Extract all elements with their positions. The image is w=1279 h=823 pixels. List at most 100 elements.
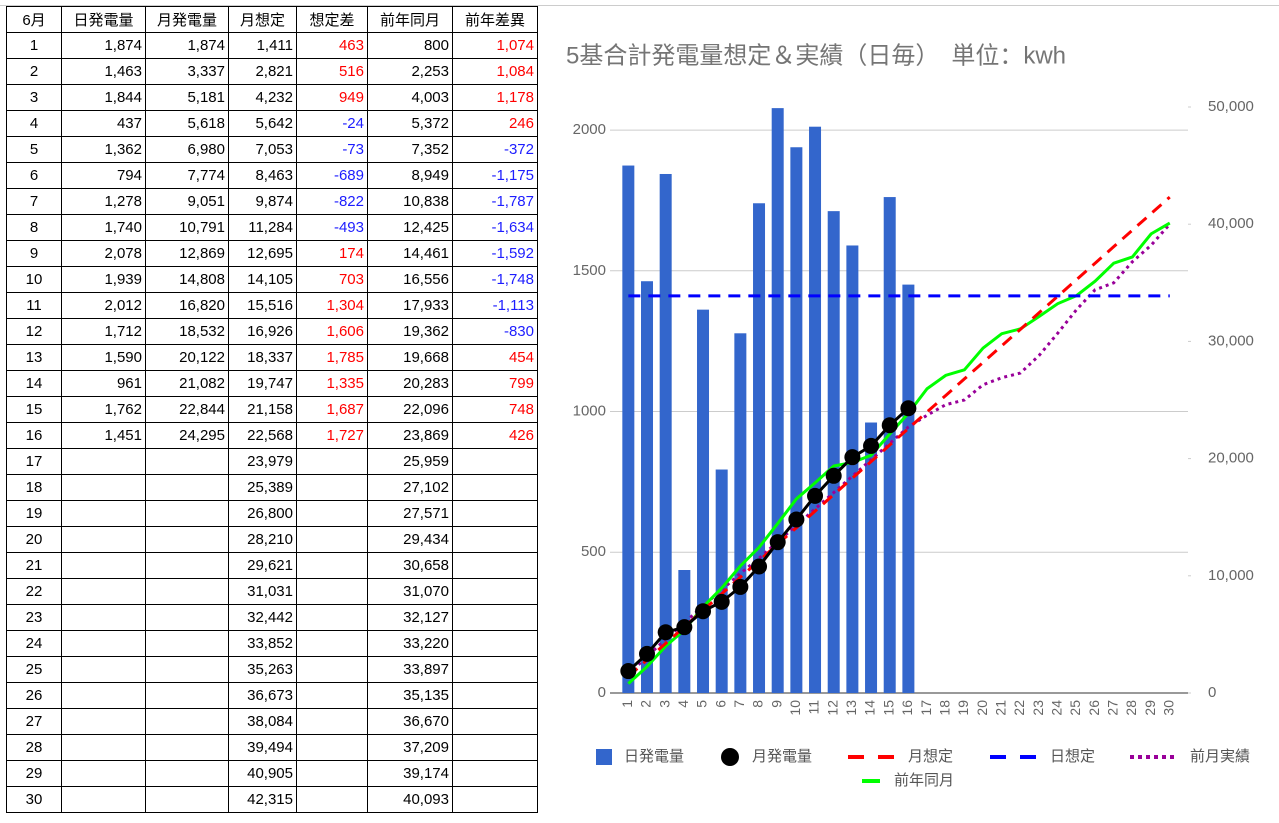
cell: 12,869 [145, 240, 229, 267]
row: 19 26,800 27,571 [6, 500, 538, 527]
cell: 22 [6, 578, 62, 605]
frame [0, 0, 1279, 6]
x-tick-label: 26 [1086, 700, 1102, 716]
point [657, 624, 674, 641]
cell: 21,082 [145, 370, 229, 397]
cell: -1,592 [452, 240, 538, 267]
cell: 22,096 [367, 396, 453, 423]
point [825, 467, 842, 484]
bar [659, 173, 672, 693]
data-table: 6月 日発電量 月発電量 月想定 想定差 前年同月 前年差異 1 1,874 1,874 1,411… [6, 6, 538, 813]
cell: 20 [6, 526, 62, 553]
x-tick-label: 23 [1030, 700, 1046, 716]
cell: 27,102 [367, 474, 453, 501]
x-tick-label: 20 [974, 700, 990, 716]
x-tick-label: 16 [899, 700, 915, 716]
cell: -1,748 [452, 266, 538, 293]
cell: 28 [6, 734, 62, 761]
cell: 1,590 [61, 344, 146, 371]
bar [846, 245, 859, 693]
x-tick-label: 10 [787, 700, 803, 716]
bar [902, 284, 915, 693]
cell: 3 [6, 84, 62, 111]
cell: 18,532 [145, 318, 229, 345]
y2-tick-label: 0 [1208, 684, 1216, 701]
cell [452, 500, 538, 527]
row: 11 2,012 16,820 15,516 1,304 17,933 -1,113 [6, 292, 538, 319]
row: 18 25,389 27,102 [6, 474, 538, 501]
cell [452, 760, 538, 787]
cell: 15,516 [228, 292, 297, 319]
cell: 961 [61, 370, 146, 397]
cell: 426 [452, 422, 538, 449]
point [676, 619, 693, 636]
cell: 23 [6, 604, 62, 631]
cell: 1,874 [145, 32, 229, 59]
x-tick-label: 1 [619, 700, 635, 708]
row: 1 1,874 1,874 1,411 463 800 1,074 [6, 32, 538, 59]
legend-label: 前年同月 [894, 772, 954, 789]
cell: 1,178 [452, 84, 538, 111]
x-tick-label: 4 [675, 700, 691, 708]
cell [452, 656, 538, 683]
point [732, 578, 749, 595]
bar [865, 422, 878, 693]
row: 22 31,031 31,070 [6, 578, 538, 605]
cell: 7 [6, 188, 62, 215]
cell: 19,747 [228, 370, 297, 397]
cell: 12,695 [228, 240, 297, 267]
cell: 33,220 [367, 630, 453, 657]
y2-tick-label: 40,000 [1208, 215, 1254, 232]
point [769, 534, 786, 551]
cell: 16,926 [228, 318, 297, 345]
cell: 24,295 [145, 422, 229, 449]
cell [296, 578, 368, 605]
cell: 22,844 [145, 396, 229, 423]
y2-tick-label: 30,000 [1208, 332, 1254, 349]
cell: 5,181 [145, 84, 229, 111]
cell: 前年同月 [367, 6, 453, 33]
legend-label: 日想定 [1050, 748, 1095, 765]
cell: 8 [6, 214, 62, 241]
cell: -1,175 [452, 162, 538, 189]
cell [296, 474, 368, 501]
x-tick-label: 18 [936, 700, 952, 716]
x-tick-label: 3 [656, 700, 672, 708]
x-tick-label: 22 [1011, 700, 1027, 716]
cell: 5,642 [228, 110, 297, 137]
row: 26 36,673 35,135 [6, 682, 538, 709]
cell: 28,210 [228, 526, 297, 553]
row: 16 1,451 24,295 22,568 1,727 23,869 426 [6, 422, 538, 449]
cell [145, 786, 229, 813]
cell: 454 [452, 344, 538, 371]
cell: 1,278 [61, 188, 146, 215]
cell: 14,461 [367, 240, 453, 267]
cell [452, 734, 538, 761]
cell: -1,634 [452, 214, 538, 241]
row: 27 38,084 36,670 [6, 708, 538, 735]
x-tick-label: 7 [731, 700, 747, 708]
point [807, 487, 824, 504]
cell: 1,451 [61, 422, 146, 449]
y2-tick-label: 50,000 [1208, 98, 1254, 115]
row: 8 1,740 10,791 11,284 -493 12,425 -1,634 [6, 214, 538, 241]
cell: 20,283 [367, 370, 453, 397]
cell: -1,787 [452, 188, 538, 215]
cell [145, 682, 229, 709]
y-tick-label: 500 [581, 543, 606, 560]
cell: 800 [367, 32, 453, 59]
bar [753, 203, 766, 693]
cell: 前年差異 [452, 6, 538, 33]
cell: 38,084 [228, 708, 297, 735]
cell: 1,463 [61, 58, 146, 85]
cell: 30,658 [367, 552, 453, 579]
x-tick-label: 5 [694, 700, 710, 708]
x-tick-label: 30 [1160, 700, 1176, 716]
series-line [627, 221, 1171, 685]
bar [641, 281, 654, 693]
point [788, 511, 805, 528]
row: 29 40,905 39,174 [6, 760, 538, 787]
cell: 2,078 [61, 240, 146, 267]
y2-tick-label: 20,000 [1208, 450, 1254, 467]
point [695, 603, 712, 620]
